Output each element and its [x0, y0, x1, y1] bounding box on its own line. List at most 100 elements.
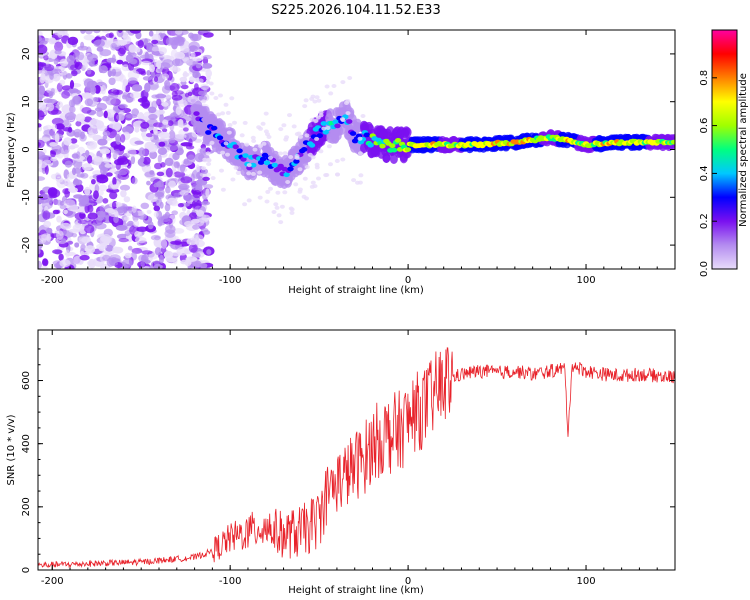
snr-axes: -200 -100 0 100 0 200 400 600: [21, 330, 676, 587]
noise-blob: [190, 51, 196, 59]
noise-blob: [65, 249, 70, 258]
noise-blob: [111, 201, 117, 210]
noise-blob: [38, 110, 45, 121]
noise-blob: [154, 162, 163, 170]
noise-blob: [146, 132, 153, 138]
faint-dot: [309, 96, 315, 101]
noise-blob: [90, 85, 97, 95]
noise-blob: [202, 230, 211, 235]
noise-blob: [80, 30, 86, 34]
noise-blob: [165, 186, 171, 194]
faint-dot: [351, 178, 357, 183]
noise-blob: [38, 30, 43, 37]
noise-blob: [166, 197, 178, 206]
noise-blob: [77, 51, 85, 61]
noise-blob: [165, 167, 173, 178]
noise-blob: [81, 93, 86, 98]
ridge-core: [293, 159, 300, 164]
ridge-core: [242, 153, 249, 159]
noise-blob: [58, 253, 64, 261]
noise-blob: [118, 30, 123, 33]
noise-blob: [144, 82, 151, 93]
colorbar-label: Normalized spectral amplitude: [738, 73, 749, 227]
faint-dot: [220, 187, 226, 192]
noise-blob: [83, 59, 88, 69]
noise-blob: [134, 47, 141, 53]
faint-dot: [294, 155, 300, 160]
noise-blob: [142, 156, 151, 165]
faint-dot: [263, 111, 269, 116]
noise-blob: [173, 161, 180, 169]
ridge-core: [316, 133, 323, 139]
noise-blob: [144, 141, 155, 151]
noise-blob: [123, 216, 130, 221]
faint-dot: [282, 190, 288, 195]
noise-blob: [171, 94, 183, 101]
noise-blob: [59, 259, 71, 268]
noise-blob: [142, 76, 152, 81]
noise-blob: [172, 152, 180, 161]
noise-blob: [138, 147, 146, 158]
faint-dot: [250, 171, 256, 176]
ridge-core: [391, 147, 398, 153]
noise-blob: [89, 142, 96, 149]
spectrogram-ytick-label: -10: [21, 189, 32, 205]
noise-blob: [54, 133, 60, 143]
noise-blob: [71, 70, 78, 77]
noise-blob: [56, 199, 62, 206]
faint-dot: [303, 98, 309, 103]
noise-blob: [180, 176, 193, 184]
noise-blob: [122, 92, 128, 98]
faint-dot: [304, 165, 310, 169]
noise-blob: [91, 179, 96, 185]
noise-blob: [159, 62, 171, 70]
noise-blob: [175, 30, 183, 35]
noise-blob: [112, 89, 124, 96]
noise-blob: [104, 163, 113, 168]
noise-blob: [180, 84, 189, 90]
noise-blob: [43, 220, 52, 228]
ridge-outer: [389, 154, 398, 164]
faint-dot: [242, 202, 248, 207]
noise-blob: [146, 70, 151, 76]
faint-dot: [257, 195, 263, 200]
noise-blob: [203, 32, 214, 38]
faint-dot: [225, 152, 230, 157]
noise-blob: [84, 98, 94, 107]
noise-blob: [66, 55, 76, 64]
faint-dot: [340, 118, 346, 123]
noise-blob: [70, 138, 78, 144]
noise-blob: [68, 228, 80, 233]
faint-dot: [201, 166, 207, 171]
noise-blob: [119, 184, 131, 191]
noise-blob: [168, 180, 177, 188]
snr-ytick-label: 600: [21, 371, 32, 390]
noise-blob: [110, 42, 118, 51]
noise-blob: [195, 64, 202, 69]
ridge-core: [232, 144, 239, 150]
noise-blob: [120, 134, 126, 143]
noise-blob: [161, 102, 169, 107]
noise-blob: [119, 74, 126, 83]
faint-dot: [288, 155, 294, 159]
noise-blob: [48, 188, 61, 198]
colorbar-tick-label: 0.0: [699, 261, 710, 277]
noise-blob: [200, 83, 210, 91]
noise-blob: [52, 249, 63, 255]
noise-blob: [73, 128, 82, 138]
faint-dot: [206, 162, 212, 166]
noise-blob: [184, 260, 192, 267]
noise-blob: [173, 228, 185, 234]
noise-blob: [58, 146, 70, 155]
noise-blob: [109, 254, 121, 262]
noise-blob: [84, 224, 95, 234]
noise-blob: [146, 42, 153, 53]
noise-blob: [70, 144, 80, 149]
faint-dot: [220, 150, 226, 155]
faint-dot: [209, 140, 215, 145]
faint-dot: [304, 133, 310, 138]
noise-blob: [131, 205, 137, 213]
noise-blob: [99, 148, 111, 155]
noise-blob: [153, 131, 165, 136]
noise-blob: [123, 196, 131, 203]
